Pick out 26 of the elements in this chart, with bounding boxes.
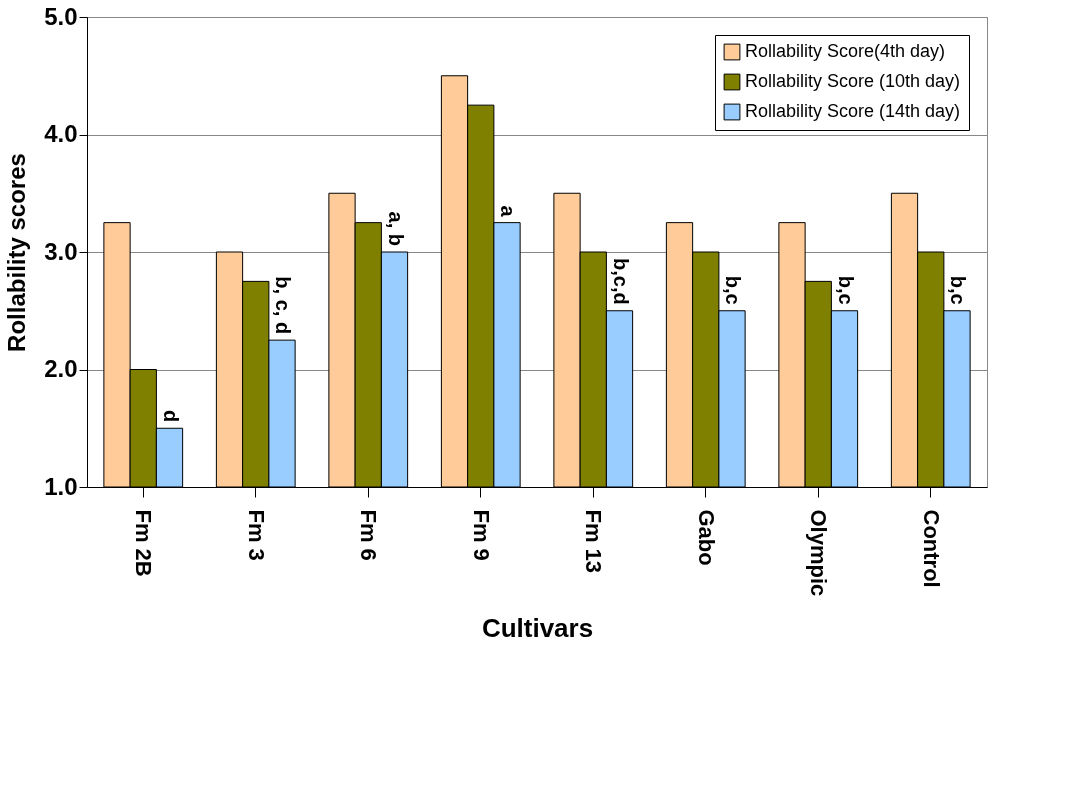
y-tick-label: 2.0	[44, 355, 78, 382]
x-tick-label: Fm 13	[581, 509, 607, 574]
annotation: b,c	[834, 275, 857, 305]
legend-label: Rollability Score(4th day)	[745, 41, 946, 61]
annotation: d	[159, 410, 182, 423]
y-axis-title: Rollability scores	[3, 153, 31, 352]
x-tick-label: Fm 6	[356, 509, 382, 561]
annotation: a	[497, 205, 519, 218]
legend-label: Rollability Score (14th day)	[745, 101, 961, 121]
x-tick-label: Fm 9	[468, 509, 494, 561]
x-tick-label: Gabo	[693, 509, 719, 566]
y-tick-label: 1.0	[44, 472, 78, 500]
y-tick-label: 5.0	[44, 2, 78, 30]
x-axis-title: Cultivars	[481, 613, 594, 644]
annotation: b,c	[947, 275, 969, 305]
x-tick-label: Control	[918, 509, 944, 588]
y-tick-label: 3.0	[44, 237, 78, 265]
annotation: a, b	[384, 211, 407, 246]
x-tick-label: Fm 2B	[131, 509, 157, 577]
legend-label: Rollability Score (10th day)	[745, 71, 961, 91]
annotation: b, c, d	[272, 276, 294, 335]
x-tick-label: Fm 3	[243, 509, 269, 561]
x-tick-label: Olympic	[806, 509, 832, 597]
y-tick-label: 4.0	[44, 120, 78, 147]
annotation: b,c,d	[609, 258, 632, 305]
annotation: b,c	[722, 275, 744, 305]
